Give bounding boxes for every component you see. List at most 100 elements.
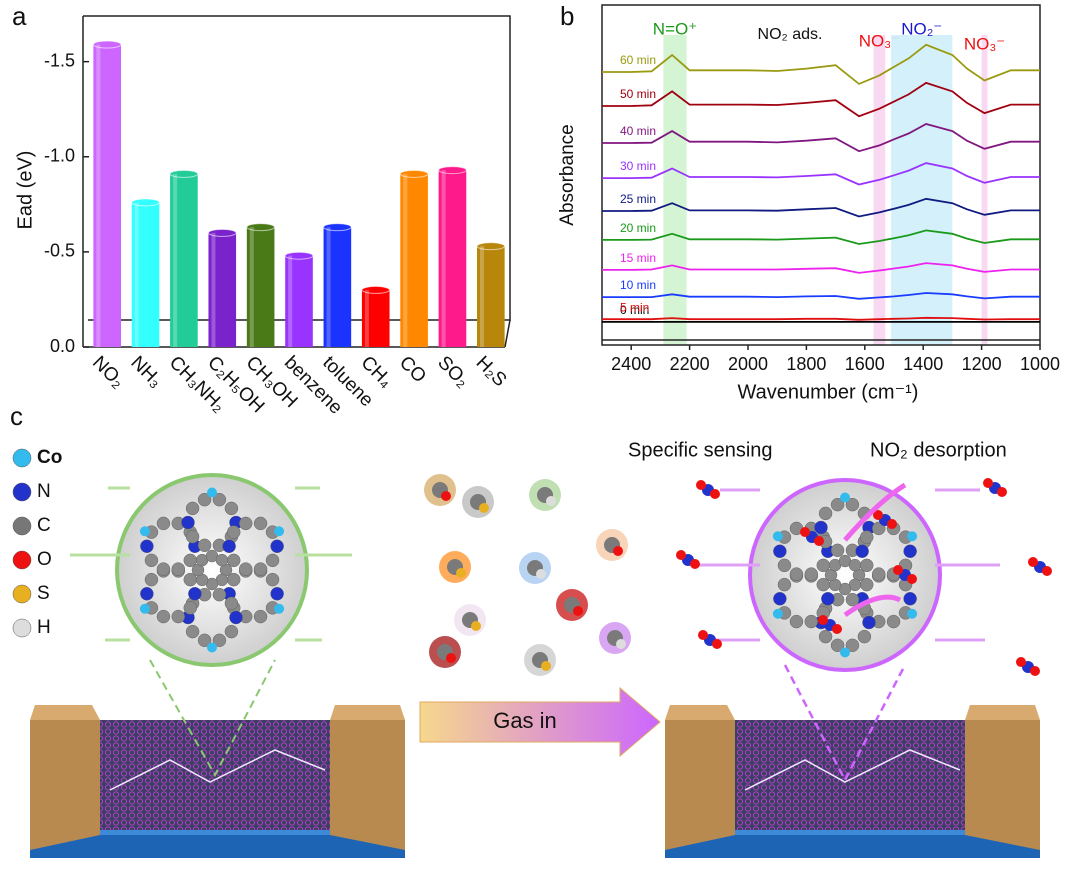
bar-shine: [173, 173, 178, 347]
atom: [1016, 657, 1026, 667]
atom-legend-dot: [12, 618, 32, 638]
atom: [197, 633, 212, 648]
binding-site: [96, 476, 108, 500]
atom: [140, 539, 154, 553]
atom: [181, 515, 195, 530]
atom: [212, 587, 227, 602]
atom: [907, 608, 918, 619]
bar-shine: [364, 289, 369, 347]
x-tick-label: 1000: [1020, 354, 1060, 374]
atom: [227, 525, 241, 539]
bar-top: [92, 40, 122, 49]
atom: [171, 562, 185, 576]
bar-top: [207, 228, 237, 237]
atom-legend-dot: [12, 448, 32, 468]
plot-frame: [601, 4, 1041, 346]
atom: [710, 489, 720, 499]
desorption-arrow: [843, 594, 902, 618]
atom-legend-label: O: [37, 549, 52, 570]
x-tick-label: 2400: [611, 354, 651, 374]
bar-shine: [134, 202, 139, 347]
binding-site: [93, 628, 105, 652]
atom: [830, 497, 845, 512]
atom: [156, 516, 171, 531]
x-tick-label: SO₂: [433, 352, 472, 391]
atom: [845, 497, 860, 512]
bar-top: [361, 285, 391, 294]
atom: [144, 572, 159, 587]
binding-site: [352, 543, 364, 567]
bar: [93, 44, 121, 347]
atom: [183, 601, 197, 615]
zoom-line: [149, 659, 276, 778]
atom: [773, 592, 787, 606]
frame-edge: [504, 319, 511, 348]
x-tick-label: 2200: [670, 354, 710, 374]
atom: [613, 546, 623, 556]
binding-site: [322, 628, 334, 652]
atom: [270, 587, 284, 601]
atom: [456, 568, 466, 578]
electrode-top: [30, 705, 100, 720]
x-tick-label: H₂S: [472, 352, 511, 391]
series-label: 5 min: [620, 300, 649, 314]
series-label: 30 min: [620, 159, 656, 173]
atom: [270, 539, 284, 553]
band-label: NO₃⁻: [859, 31, 900, 50]
bar: [246, 227, 275, 347]
mof-disk: [115, 473, 309, 667]
atom: [224, 624, 239, 639]
electrode-top: [665, 705, 735, 720]
x-tick-label: NH₃: [126, 352, 166, 392]
electrode: [30, 720, 100, 850]
atom: [573, 606, 583, 616]
bar: [208, 232, 237, 347]
atom-legend-label: H: [37, 617, 51, 638]
highlight-band: [891, 35, 953, 345]
atom: [873, 510, 883, 520]
highlight-band: [981, 35, 988, 345]
atom: [479, 503, 489, 513]
band-label: NO₃⁻: [964, 34, 1005, 53]
x-tick-label: 1400: [903, 354, 943, 374]
atom: [840, 647, 850, 658]
atom: [207, 487, 217, 498]
sensing-film-pattern: [90, 720, 345, 830]
band-label: NO₂⁻: [901, 19, 942, 38]
atom: [207, 642, 217, 653]
bar-top: [246, 223, 275, 232]
bar: [361, 289, 390, 347]
x-tick-label: CO: [395, 352, 430, 387]
spectrum-line: [602, 316, 1040, 321]
atom: [446, 653, 456, 663]
caption: NO₂ desorption: [870, 439, 1007, 461]
atom: [212, 492, 227, 507]
atom: [857, 629, 872, 644]
panel-label: b: [560, 1, 574, 31]
atom: [872, 567, 886, 581]
spectrum-line: [602, 229, 1040, 245]
atom: [239, 562, 253, 576]
atom: [893, 565, 903, 575]
atom: [224, 501, 239, 516]
gas-in-arrow: [419, 686, 661, 758]
series-label: 25 min: [620, 192, 656, 206]
atom-legend-dot: [12, 584, 32, 604]
atom: [185, 501, 200, 516]
electrode: [965, 720, 1040, 850]
y-tick-label: -0.5: [44, 241, 75, 261]
panel-label: a: [12, 1, 27, 31]
atom: [690, 559, 700, 569]
atom: [800, 527, 810, 537]
atom: [1042, 566, 1052, 576]
atom-legend-label: N: [37, 481, 51, 502]
electrode-top: [965, 705, 1040, 720]
substrate: [30, 835, 405, 858]
atom: [156, 609, 171, 624]
atom: [830, 543, 845, 558]
bar: [131, 202, 160, 347]
atom: [907, 531, 918, 542]
atom: [185, 529, 200, 544]
atom-legend-dot: [12, 482, 32, 502]
